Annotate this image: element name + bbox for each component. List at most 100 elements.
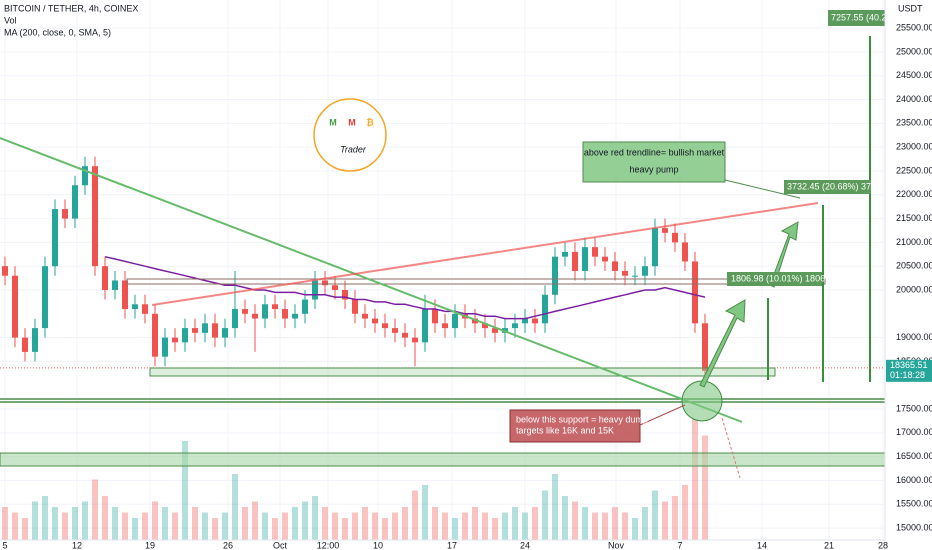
measure-label (828, 10, 885, 26)
candle-body (272, 304, 278, 310)
x-tick-label: 24 (520, 540, 530, 550)
volume-bar (482, 512, 488, 540)
indicator-label: MA (200, close, 0, SMA, 5) (4, 27, 111, 37)
volume-bar (402, 507, 408, 540)
candle-body (392, 328, 398, 333)
volume-bar (232, 474, 238, 540)
volume-bar (42, 496, 48, 540)
x-tick-label: 14 (757, 540, 767, 550)
x-tick-label: 5 (2, 540, 7, 550)
volume-bar (642, 507, 648, 540)
volume-bar (362, 507, 368, 540)
candle-body (672, 232, 678, 243)
note-text: above red trendline= bullish market (584, 147, 725, 157)
candle-body (652, 228, 658, 267)
volume-bar (252, 501, 258, 540)
candle-body (412, 337, 418, 343)
candle-body (122, 280, 128, 310)
candle-body (292, 313, 298, 319)
volume-bar (202, 512, 208, 540)
highlight-circle (681, 380, 723, 422)
candle-body (352, 299, 358, 314)
x-tick-label: 28 (878, 540, 888, 550)
volume-bar (162, 507, 168, 540)
volume-bar (522, 512, 528, 540)
candle-body (242, 309, 248, 314)
volume-bar (562, 496, 568, 540)
candle-body (112, 280, 118, 290)
range-box (149, 367, 776, 377)
volume-bar (122, 512, 128, 540)
volume-bar (452, 518, 458, 540)
candle-body (562, 251, 568, 257)
candle-body (12, 275, 18, 338)
volume-bar (112, 507, 118, 540)
connector (639, 404, 686, 426)
volume-bar (172, 512, 178, 540)
candle-body (62, 209, 68, 219)
candle-body (192, 328, 198, 333)
candle-body (632, 275, 638, 277)
price-axis (885, 0, 932, 550)
candle-body (602, 256, 608, 262)
y-tick-label: 15500.00 (896, 499, 932, 509)
candle-body (162, 337, 168, 357)
volume-bar (222, 512, 228, 540)
chart-title: BITCOIN / TETHER, 4h, COINEX (4, 3, 138, 13)
y-tick-label: 15000.00 (896, 522, 932, 532)
volume-bar (342, 518, 348, 540)
y-tick-label: 17500.00 (896, 403, 932, 413)
measure-label (727, 272, 822, 286)
candle-body (422, 309, 428, 343)
volume-bar (682, 485, 688, 540)
candle-body (482, 323, 488, 329)
note-text: below this support = heavy dump (516, 414, 648, 424)
volume-bar (612, 507, 618, 540)
measure-text: 7257.55 (40.22%) 7 (831, 12, 910, 22)
volume-bar (72, 507, 78, 540)
y-tick-label: 21000.00 (896, 237, 932, 247)
x-tick-label: 21 (824, 540, 834, 550)
candle-body (222, 328, 228, 338)
candle-body (682, 242, 688, 262)
volume-bar (632, 518, 638, 540)
candle-body (362, 313, 368, 319)
candle-body (332, 285, 338, 290)
candle-body (662, 228, 668, 233)
y-tick-label: 20500.00 (896, 261, 932, 271)
candle-body (692, 261, 698, 324)
volume-bar (692, 419, 698, 540)
volume-bar (142, 512, 148, 540)
volume-bar (12, 512, 18, 540)
candle-body (302, 299, 308, 314)
bull-note (582, 141, 726, 183)
volume-bar (2, 507, 8, 540)
volume-bar (62, 512, 68, 540)
volume-bar (242, 507, 248, 540)
volume-bar (442, 512, 448, 540)
y-tick-label: 24500.00 (896, 70, 932, 80)
candle-body (72, 185, 78, 219)
volume-bar (82, 501, 88, 540)
candle-body (472, 318, 478, 324)
y-tick-label: 16500.00 (896, 451, 932, 461)
volume-bar (272, 518, 278, 540)
y-tick-label: 16000.00 (896, 475, 932, 485)
measure-label (784, 180, 871, 194)
volume-bar (432, 507, 438, 540)
candle-body (2, 266, 8, 276)
unit-label: USDT (898, 3, 923, 13)
volume-bar (412, 490, 418, 540)
x-tick-label: 12:00 (317, 540, 340, 550)
x-tick-label: Oct (273, 540, 288, 550)
x-tick-label: 7 (677, 540, 682, 550)
candle-body (282, 309, 288, 319)
candle-body (642, 266, 648, 276)
candle-body (42, 266, 48, 329)
volume-bar (422, 485, 428, 540)
volume-bar (92, 479, 98, 540)
trendline (151, 202, 819, 306)
candle-body (182, 328, 188, 343)
drawings: above red trendline= bullish market heav… (0, 10, 910, 479)
volume-bar (32, 501, 38, 540)
